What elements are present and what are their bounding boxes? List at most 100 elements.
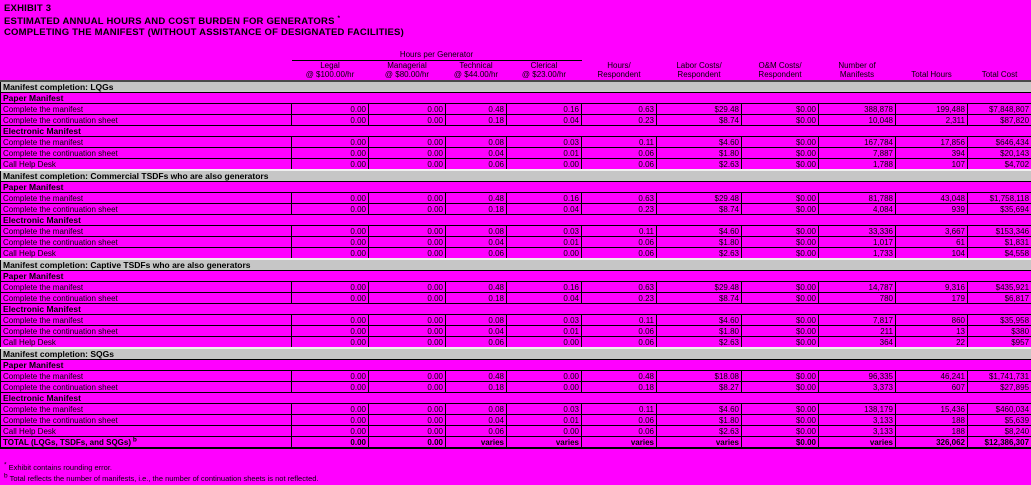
table-cell: 0.00	[291, 192, 369, 204]
table-cell: 0.03	[506, 314, 582, 326]
row-label: Call Help Desk	[0, 336, 292, 349]
table-cell: 0.00	[291, 158, 369, 171]
table-cell: 0.00	[368, 403, 446, 415]
table-cell: 0.00	[291, 436, 369, 449]
table-cell: 0.04	[506, 203, 582, 215]
table-cell: 0.00	[506, 381, 582, 393]
table-cell: 0.01	[506, 147, 582, 159]
table-cell: $0.00	[741, 103, 819, 115]
table-cell: 0.00	[368, 158, 446, 171]
table-cell: $20,143	[966, 147, 1031, 159]
table-cell: 860	[895, 314, 968, 326]
subsection-header-paper-manifest: Paper Manifest	[0, 359, 1031, 371]
subsection-header-paper-manifest-label: Paper Manifest	[0, 181, 1031, 193]
row-label: Complete the manifest	[0, 403, 292, 415]
table-cell: $0.00	[741, 236, 819, 248]
table-cell: 0.06	[445, 336, 507, 349]
table-cell: varies	[506, 436, 582, 449]
footnotes: * Exhibit contains rounding error. b Tot…	[4, 462, 319, 484]
table-cell: $957	[966, 336, 1031, 349]
subsection-header-electronic-manifest: Electronic Manifest	[0, 214, 1031, 226]
table-cell: $0.00	[741, 147, 819, 159]
table-cell: $460,034	[966, 403, 1031, 415]
table-cell: 0.00	[291, 236, 369, 248]
row-label: Complete the manifest	[0, 370, 292, 382]
table-row-call-help-desk: Call Help Desk 0.00 0.00 0.06 0.00 0.06 $2.63 $…	[0, 336, 1031, 349]
table-cell: 10,048	[818, 114, 896, 126]
table-cell: $435,921	[966, 281, 1031, 293]
section-header-sqgs: Manifest completion: SQGs	[0, 347, 1031, 360]
table-cell: 0.00	[291, 403, 369, 415]
table-cell: varies	[656, 436, 742, 449]
table-cell: 14,787	[818, 281, 896, 293]
section-header-lqgs: Manifest completion: LQGs	[0, 80, 1031, 93]
spanner-row: Hours per Generator	[1, 50, 1031, 61]
table-cell: 0.06	[581, 425, 657, 437]
table-cell: 0.00	[291, 314, 369, 326]
table-cell: 43,048	[895, 192, 968, 204]
column-header-total-hours: Total Hours	[895, 60, 968, 82]
table-cell: $18.08	[656, 370, 742, 382]
table-cell: $1.80	[656, 325, 742, 337]
table-cell: 0.00	[291, 370, 369, 382]
table-cell: 364	[818, 336, 896, 349]
table-cell: 0.63	[581, 192, 657, 204]
table-cell: $1.80	[656, 147, 742, 159]
table-row-complete-the-manifest: Complete the manifest 0.00 0.00 0.08 0.03 0.1…	[0, 314, 1031, 326]
table-cell: 0.04	[445, 147, 507, 159]
subsection-header-paper-manifest-label: Paper Manifest	[0, 270, 1031, 282]
table-cell: $87,820	[966, 114, 1031, 126]
table-cell: 0.23	[581, 114, 657, 126]
row-label: Call Help Desk	[0, 425, 292, 437]
table-cell: 0.00	[368, 225, 446, 237]
hours-per-generator-spanner: Hours per Generator	[291, 50, 582, 61]
table-cell: 0.18	[445, 114, 507, 126]
table-cell: 3,133	[818, 414, 896, 426]
subsection-header-paper-manifest: Paper Manifest	[0, 181, 1031, 193]
table-cell: 0.00	[291, 381, 369, 393]
table-cell: 0.11	[581, 136, 657, 148]
subsection-header-electronic-manifest: Electronic Manifest	[0, 125, 1031, 137]
table-cell: 0.00	[291, 136, 369, 148]
table-cell: 0.00	[368, 236, 446, 248]
row-label: Complete the continuation sheet	[0, 325, 292, 337]
table-cell: 388,878	[818, 103, 896, 115]
subsection-header-paper-manifest-label: Paper Manifest	[0, 359, 1031, 371]
table-cell: $8.74	[656, 292, 742, 304]
row-label: Complete the continuation sheet	[0, 114, 292, 126]
table-cell: 0.06	[581, 147, 657, 159]
row-label: Call Help Desk	[0, 158, 292, 171]
table-cell: 0.00	[291, 114, 369, 126]
table-cell: $1,741,731	[966, 370, 1031, 382]
table-cell: $0.00	[741, 370, 819, 382]
table-cell: 2,311	[895, 114, 968, 126]
table-row-call-help-desk: Call Help Desk 0.00 0.00 0.06 0.00 0.06 $2.63 $…	[0, 158, 1031, 171]
table-cell: 104	[895, 247, 968, 260]
table-cell: $35,958	[966, 314, 1031, 326]
table-cell: 0.00	[291, 147, 369, 159]
table-cell: 0.04	[445, 325, 507, 337]
table-cell: 0.18	[445, 381, 507, 393]
table-cell: $0.00	[741, 325, 819, 337]
table-row-call-help-desk: Call Help Desk 0.00 0.00 0.06 0.00 0.06 $2.63 $…	[0, 425, 1031, 437]
table-cell: 0.16	[506, 103, 582, 115]
table-cell: varies	[581, 436, 657, 449]
table-cell: $2.63	[656, 247, 742, 260]
table-cell: 0.08	[445, 403, 507, 415]
table-cell: $0.00	[741, 425, 819, 437]
table-cell: 0.00	[368, 292, 446, 304]
table-cell: 0.23	[581, 292, 657, 304]
table-cell: $0.00	[741, 414, 819, 426]
table-cell: $0.00	[741, 114, 819, 126]
row-label: Complete the manifest	[0, 314, 292, 326]
table-cell: 0.00	[291, 203, 369, 215]
table-cell: 0.00	[368, 414, 446, 426]
table-cell: $29.48	[656, 192, 742, 204]
table-cell: $29.48	[656, 103, 742, 115]
table-cell: 0.48	[445, 192, 507, 204]
table-row-call-help-desk: Call Help Desk 0.00 0.00 0.06 0.00 0.06 $2.63 $…	[0, 247, 1031, 260]
table-cell: 0.06	[581, 325, 657, 337]
table-row-complete-the-manifest: Complete the manifest 0.00 0.00 0.08 0.03 0.1…	[0, 403, 1031, 415]
subsection-header-electronic-manifest-label: Electronic Manifest	[0, 303, 1031, 315]
table-cell: $4,702	[966, 158, 1031, 171]
